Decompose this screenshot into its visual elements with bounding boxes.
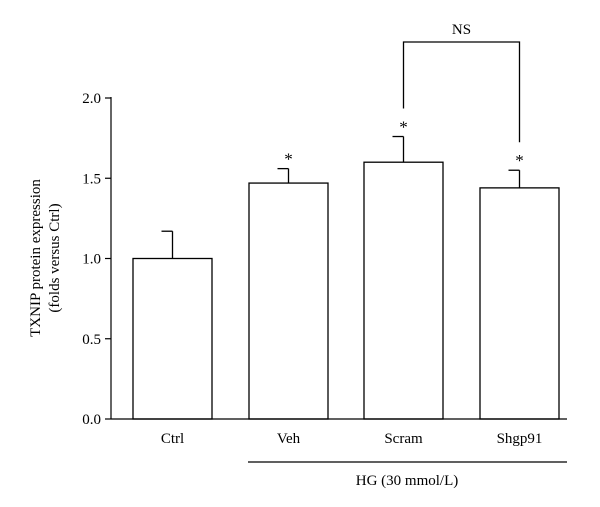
bar-shgp91: [479, 187, 560, 420]
y-axis-title: TXNIP protein expression (folds versus C…: [28, 179, 63, 337]
bars: [111, 161, 567, 420]
bar-veh: [248, 182, 329, 420]
group-annotation: HG (30 mmol/L): [248, 461, 567, 489]
y-tick-label: 0.5: [82, 332, 101, 348]
y-ticks: 0.0 0.5 1.0 1.5 2.0: [82, 91, 111, 428]
category-label-shgp91: Shgp91: [497, 431, 543, 447]
y-tick-label: 1.5: [82, 171, 101, 187]
ns-label: NS: [452, 22, 471, 38]
category-label-veh: Veh: [277, 431, 301, 447]
y-axis-label-line2: (folds versus Ctrl): [47, 203, 63, 312]
group-label: HG (30 mmol/L): [356, 473, 459, 489]
significance-star-scram: *: [399, 118, 408, 137]
category-label-scram: Scram: [384, 431, 423, 447]
significance-star-veh: *: [284, 150, 293, 169]
error-bars: [161, 135, 521, 259]
bar-scram: [363, 161, 444, 420]
significance-markers: * * *: [284, 118, 524, 171]
category-label-ctrl: Ctrl: [161, 431, 184, 447]
y-axis-label-line1: TXNIP protein expression: [28, 179, 44, 337]
ns-bracket: [402, 41, 521, 143]
ns-comparison: NS: [402, 22, 521, 143]
y-tick-label: 2.0: [82, 91, 101, 107]
y-tick-label: 1.0: [82, 252, 101, 268]
significance-star-shgp91: *: [515, 151, 524, 170]
bar-ctrl: [132, 257, 213, 420]
category-labels: Ctrl Veh Scram Shgp91: [161, 431, 543, 447]
y-tick-label: 0.0: [82, 412, 101, 428]
